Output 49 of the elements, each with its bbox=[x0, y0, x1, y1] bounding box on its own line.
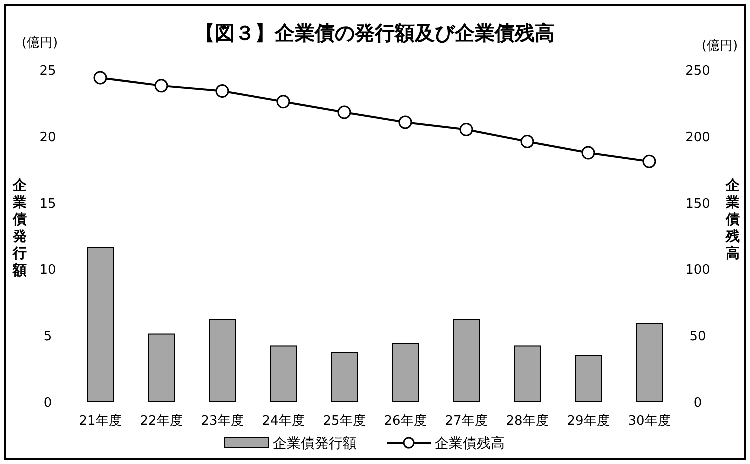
x-tick-label: 21年度 bbox=[79, 413, 122, 429]
y-tick-label: 5 bbox=[44, 330, 52, 345]
x-tick-label: 24年度 bbox=[262, 413, 305, 429]
x-tick-label: 25年度 bbox=[323, 413, 366, 429]
y2-tick-label: 50 bbox=[690, 330, 706, 345]
y2-tick-label: 100 bbox=[686, 263, 710, 278]
bar bbox=[392, 343, 419, 402]
point bbox=[216, 84, 230, 98]
y2-tick-label: 200 bbox=[686, 130, 710, 146]
y-axis-title: 企業債発行額 bbox=[12, 178, 28, 279]
bar bbox=[270, 346, 297, 402]
bar bbox=[331, 352, 358, 402]
point bbox=[154, 79, 168, 93]
y-tick-label: 25 bbox=[40, 64, 56, 79]
legend-label: 企業債残高 bbox=[435, 436, 505, 452]
y-tick-label: 15 bbox=[40, 196, 56, 212]
x-tick-label: 29年度 bbox=[567, 413, 610, 429]
y-tick-label: 20 bbox=[40, 130, 56, 146]
y-tick-label: 0 bbox=[44, 396, 52, 411]
x-tick-label: 30年度 bbox=[628, 413, 671, 429]
point bbox=[398, 116, 412, 130]
point bbox=[338, 106, 352, 120]
legend-label: 企業債発行額 bbox=[273, 436, 357, 452]
point bbox=[94, 71, 108, 85]
y2-axis-title: 企業債残高 bbox=[725, 178, 741, 262]
text: (億円) bbox=[702, 39, 738, 54]
point bbox=[460, 123, 474, 137]
text: (億円) bbox=[22, 36, 58, 51]
chart-title: 【図３】企業債の発行額及び企業債残高 bbox=[195, 21, 555, 45]
point bbox=[276, 95, 290, 109]
x-tick-label: 23年度 bbox=[201, 413, 244, 429]
x-tick-label: 26年度 bbox=[384, 413, 427, 429]
y2-tick-label: 150 bbox=[686, 196, 710, 212]
point bbox=[582, 146, 596, 160]
bar bbox=[209, 319, 236, 402]
bar bbox=[636, 323, 663, 402]
x-tick-label: 22年度 bbox=[140, 413, 183, 429]
y2-tick-label: 0 bbox=[694, 396, 702, 411]
bar bbox=[575, 355, 602, 402]
bar bbox=[148, 334, 175, 402]
point bbox=[642, 154, 656, 168]
bar bbox=[87, 247, 114, 402]
bar bbox=[514, 346, 541, 402]
point bbox=[520, 134, 534, 148]
y-tick-label: 10 bbox=[40, 263, 56, 278]
y2-tick-label: 250 bbox=[686, 64, 710, 79]
x-tick-label: 27年度 bbox=[445, 413, 488, 429]
bar bbox=[453, 319, 480, 402]
x-tick-label: 28年度 bbox=[506, 413, 549, 429]
